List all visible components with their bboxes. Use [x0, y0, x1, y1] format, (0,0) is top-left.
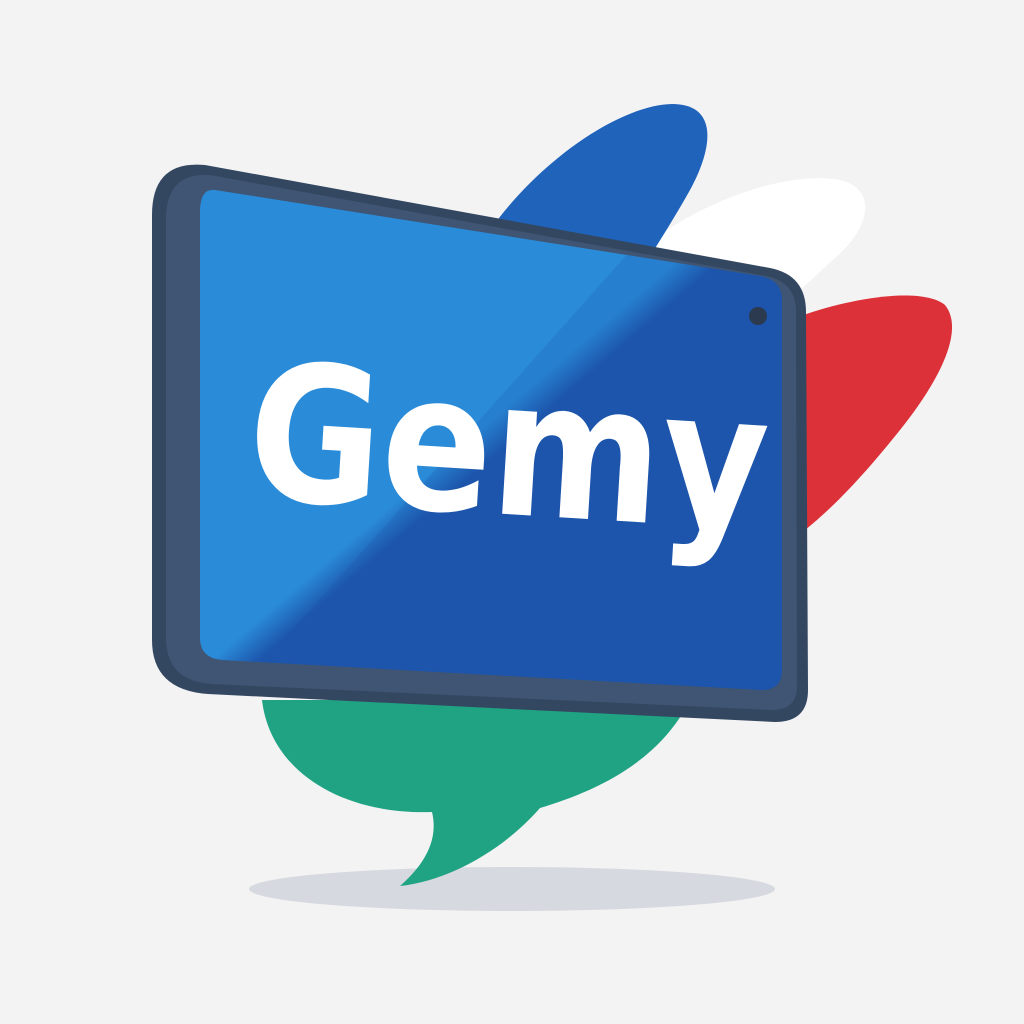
blue-bubble-petal-icon: [490, 104, 708, 260]
tablet-screen: [200, 189, 782, 690]
red-bubble-petal-icon: [790, 295, 953, 530]
screen-glare: [230, 240, 782, 690]
ground-shadow: [249, 867, 775, 911]
camera-dot-icon: [749, 307, 767, 325]
logo-wordmark: Gemy: [242, 322, 775, 574]
white-bubble-petal-icon: [640, 178, 866, 320]
green-speech-bubble-icon: [262, 700, 690, 886]
